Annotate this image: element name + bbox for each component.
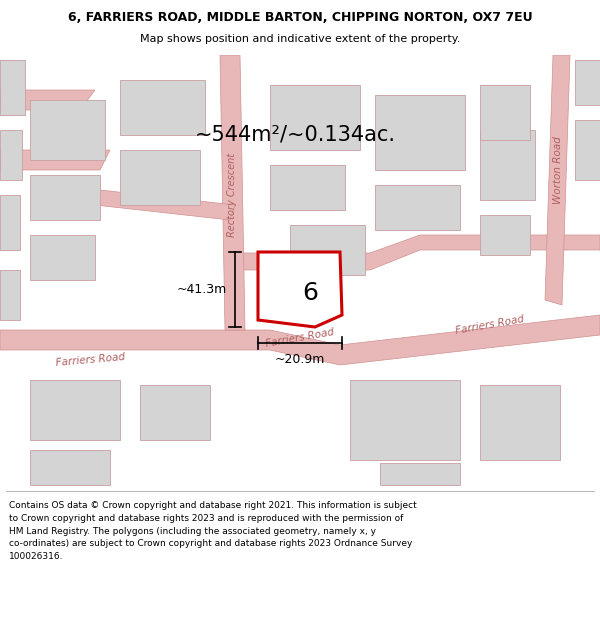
Polygon shape xyxy=(30,450,110,485)
Text: ~544m²/~0.134ac.: ~544m²/~0.134ac. xyxy=(194,125,395,145)
Text: 6, FARRIERS ROAD, MIDDLE BARTON, CHIPPING NORTON, OX7 7EU: 6, FARRIERS ROAD, MIDDLE BARTON, CHIPPIN… xyxy=(68,11,532,24)
Polygon shape xyxy=(30,175,100,220)
Polygon shape xyxy=(0,195,20,250)
Text: Farriers Road: Farriers Road xyxy=(455,314,525,336)
Polygon shape xyxy=(220,55,245,330)
Text: Map shows position and indicative extent of the property.: Map shows position and indicative extent… xyxy=(140,34,460,44)
Polygon shape xyxy=(350,380,460,460)
Text: Worton Road: Worton Road xyxy=(553,136,563,204)
Polygon shape xyxy=(30,380,120,440)
Polygon shape xyxy=(50,185,235,220)
Polygon shape xyxy=(480,85,530,140)
Polygon shape xyxy=(480,215,530,255)
Polygon shape xyxy=(230,235,600,270)
Text: 6: 6 xyxy=(302,281,319,305)
Polygon shape xyxy=(258,252,342,327)
Polygon shape xyxy=(375,95,465,170)
Polygon shape xyxy=(270,165,345,210)
Polygon shape xyxy=(0,270,20,320)
Polygon shape xyxy=(290,225,365,275)
Text: Contains OS data © Crown copyright and database right 2021. This information is : Contains OS data © Crown copyright and d… xyxy=(9,501,417,561)
Polygon shape xyxy=(380,463,460,485)
Polygon shape xyxy=(480,385,560,460)
Polygon shape xyxy=(30,100,105,160)
Polygon shape xyxy=(30,235,95,280)
Text: Rectory Crescent: Rectory Crescent xyxy=(227,153,237,237)
Text: ~41.3m: ~41.3m xyxy=(177,283,227,296)
Polygon shape xyxy=(0,150,110,170)
Polygon shape xyxy=(270,85,360,150)
Polygon shape xyxy=(0,90,95,110)
Polygon shape xyxy=(0,130,22,180)
Polygon shape xyxy=(0,315,600,365)
Polygon shape xyxy=(120,80,205,135)
Polygon shape xyxy=(575,120,600,180)
Text: Farriers Road: Farriers Road xyxy=(265,327,335,349)
Polygon shape xyxy=(140,385,210,440)
Text: Farriers Road: Farriers Road xyxy=(55,352,125,368)
Polygon shape xyxy=(0,60,25,115)
Polygon shape xyxy=(375,185,460,230)
Text: ~20.9m: ~20.9m xyxy=(275,353,325,366)
Polygon shape xyxy=(575,60,600,105)
Polygon shape xyxy=(480,130,535,200)
Polygon shape xyxy=(545,55,570,305)
Polygon shape xyxy=(120,150,200,205)
